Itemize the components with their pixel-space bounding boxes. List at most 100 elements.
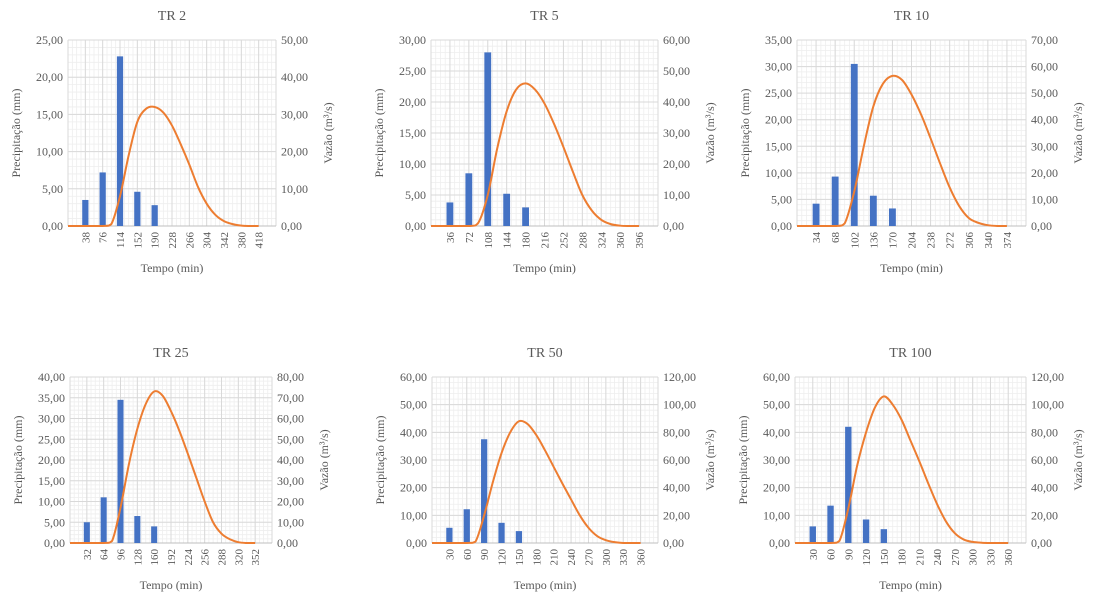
precip-bar — [831, 176, 839, 226]
x-tick-label: 288 — [217, 549, 229, 566]
y-tick-label: 15,00 — [38, 474, 65, 488]
precip-bar — [888, 208, 896, 226]
x-tick-label: 72 — [464, 232, 476, 243]
x-axis-label: Tempo (min) — [879, 578, 942, 592]
y2-tick-label: 20,00 — [663, 508, 690, 522]
y-tick-label: 5,00 — [44, 515, 65, 529]
x-tick-label: 342 — [219, 232, 231, 249]
x-tick-label: 90 — [843, 549, 855, 561]
precip-bar — [117, 399, 124, 543]
precip-bar — [845, 426, 852, 543]
y-tick-label: 25,00 — [36, 33, 63, 47]
x-tick-label: 38 — [80, 232, 92, 244]
x-tick-label: 120 — [861, 549, 873, 566]
precip-bar — [134, 191, 141, 226]
x-tick-label: 216 — [540, 232, 552, 249]
y-tick-label: 15,00 — [765, 139, 792, 153]
chart-title: TR 50 — [527, 346, 562, 361]
y2-tick-label: 10,00 — [1031, 192, 1058, 206]
y2-tick-label: 50,00 — [281, 33, 308, 47]
y-tick-label: 10,00 — [400, 508, 427, 522]
y2-tick-label: 60,00 — [277, 412, 304, 426]
x-tick-label: 128 — [132, 549, 144, 566]
x-tick-label: 266 — [184, 232, 196, 249]
x-tick-label: 396 — [634, 232, 646, 249]
y-tick-label: 40,00 — [763, 425, 790, 439]
precip-bar — [134, 516, 141, 543]
y-tick-label: 30,00 — [38, 412, 65, 426]
x-tick-label: 150 — [514, 549, 526, 566]
y-tick-label: 20,00 — [36, 70, 63, 84]
y-axis-label: Precipitação (mm) — [372, 89, 386, 178]
y2-tick-label: 0,00 — [1031, 536, 1052, 550]
x-tick-label: 272 — [945, 232, 957, 249]
y2-tick-label: 40,00 — [277, 453, 304, 467]
y-axis-label: Precipitação (mm) — [738, 89, 752, 178]
x-tick-label: 108 — [483, 232, 495, 249]
y-tick-label: 35,00 — [38, 391, 65, 405]
precip-bar — [827, 505, 834, 543]
x-tick-label: 380 — [236, 231, 248, 248]
y-tick-label: 60,00 — [763, 370, 790, 384]
y2-tick-label: 40,00 — [663, 481, 690, 495]
y2-tick-label: 20,00 — [1031, 166, 1058, 180]
y2-tick-label: 40,00 — [1031, 481, 1058, 495]
x-tick-label: 300 — [968, 549, 980, 566]
x-tick-label: 270 — [583, 549, 595, 566]
x-tick-label: 300 — [601, 549, 613, 566]
chart-6: TR 100 0,00 10,00 20,00 30,00 40,00 50,00 60,00… — [736, 346, 1085, 592]
x-axis-label: Tempo (min) — [141, 261, 204, 275]
discharge-line — [431, 419, 641, 545]
y-tick-label: 0,00 — [42, 219, 63, 233]
y2-tick-label: 120,00 — [663, 370, 696, 384]
precip-bar — [484, 52, 492, 227]
precip-bar — [82, 199, 89, 226]
x-tick-label: 360 — [615, 232, 627, 249]
x-tick-label: 32 — [82, 549, 94, 560]
y2-tick-label: 40,00 — [663, 95, 690, 109]
x-tick-label: 114 — [115, 232, 127, 249]
x-axis-label: Tempo (min) — [513, 261, 576, 275]
y-tick-label: 0,00 — [44, 536, 65, 550]
y2-axis-label: Vazão (m³/s) — [1071, 429, 1085, 490]
x-tick-label: 76 — [98, 232, 110, 244]
y-tick-label: 20,00 — [765, 113, 792, 127]
y2-axis-label: Vazão (m³/s) — [317, 429, 331, 490]
y-tick-label: 30,00 — [399, 33, 426, 47]
y2-tick-label: 80,00 — [1031, 425, 1058, 439]
y2-tick-label: 0,00 — [277, 536, 298, 550]
precip-bar — [812, 203, 820, 226]
precip-bar — [463, 509, 470, 543]
y2-axis-label: Vazão (m³/s) — [703, 102, 717, 163]
y-tick-label: 10,00 — [763, 508, 790, 522]
y-tick-label: 25,00 — [38, 432, 65, 446]
y2-tick-label: 70,00 — [1031, 33, 1058, 47]
x-tick-label: 270 — [950, 549, 962, 566]
x-tick-label: 324 — [596, 232, 608, 249]
chart-2: TR 5 0,00 5,00 10,00 15,00 20,00 25,00 30,00 0,0… — [372, 9, 717, 275]
x-tick-label: 360 — [1003, 548, 1015, 565]
discharge-line — [797, 74, 1007, 227]
x-tick-label: 224 — [183, 549, 195, 566]
y-tick-label: 5,00 — [771, 192, 792, 206]
y2-tick-label: 80,00 — [663, 425, 690, 439]
chart-3: TR 10 0,00 5,00 10,00 15,00 20,00 25,00 30,00 35… — [738, 9, 1085, 275]
y2-tick-label: 40,00 — [1031, 113, 1058, 127]
y2-tick-label: 20,00 — [277, 495, 304, 509]
x-tick-label: 252 — [558, 232, 570, 249]
discharge-line — [69, 390, 256, 545]
x-tick-label: 102 — [849, 232, 861, 249]
y-tick-label: 20,00 — [763, 481, 790, 495]
precip-bar — [446, 527, 453, 543]
y2-tick-label: 20,00 — [1031, 508, 1058, 522]
precip-bar — [83, 522, 90, 543]
x-tick-label: 330 — [985, 549, 997, 566]
x-tick-label: 144 — [502, 231, 514, 248]
y2-tick-label: 50,00 — [277, 432, 304, 446]
precip-bar — [869, 195, 877, 226]
x-tick-label: 30 — [808, 549, 820, 561]
y-tick-label: 10,00 — [399, 157, 426, 171]
precip-bar — [100, 497, 107, 543]
y-tick-label: 10,00 — [765, 166, 792, 180]
